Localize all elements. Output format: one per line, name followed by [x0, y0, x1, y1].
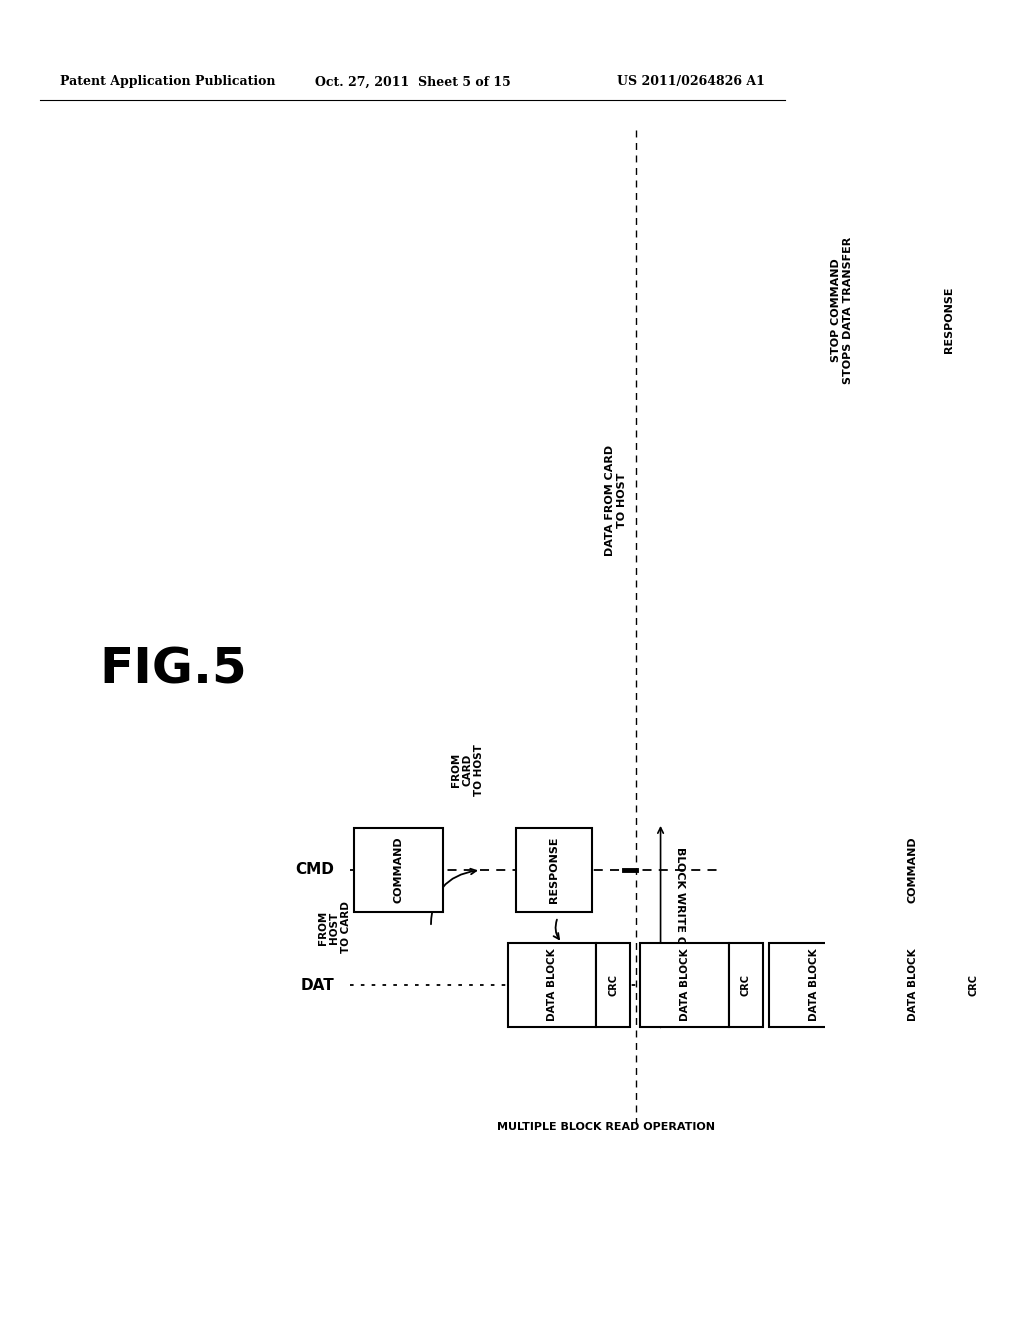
- Text: FROM
CARD
TO HOST: FROM CARD TO HOST: [451, 744, 483, 796]
- Text: MULTIPLE BLOCK READ OPERATION: MULTIPLE BLOCK READ OPERATION: [498, 1122, 715, 1133]
- Bar: [868, 828, 957, 912]
- Text: CRC: CRC: [969, 974, 979, 997]
- Text: Oct. 27, 2011  Sheet 5 of 15: Oct. 27, 2011 Sheet 5 of 15: [314, 75, 510, 88]
- Bar: [916, 201, 981, 440]
- Text: COMMAND: COMMAND: [907, 837, 918, 903]
- Text: DATA STOP OPERATION: DATA STOP OPERATION: [1022, 499, 1024, 644]
- Text: DATA BLOCK: DATA BLOCK: [809, 949, 818, 1022]
- Text: DATA BLOCK: DATA BLOCK: [680, 949, 690, 1022]
- Text: DAT: DAT: [301, 978, 334, 993]
- Text: FROM
HOST
TO CARD: FROM HOST TO CARD: [317, 902, 351, 953]
- Bar: [957, 942, 991, 1027]
- Bar: [508, 942, 596, 1027]
- Bar: [868, 942, 957, 1027]
- Text: RESPONSE: RESPONSE: [549, 837, 559, 903]
- Text: DATA FROM CARD
TO HOST: DATA FROM CARD TO HOST: [605, 445, 628, 556]
- Text: CRC: CRC: [741, 974, 751, 997]
- Text: US 2011/0264826 A1: US 2011/0264826 A1: [617, 75, 765, 88]
- Text: Patent Application Publication: Patent Application Publication: [60, 75, 275, 88]
- Text: DATA BLOCK: DATA BLOCK: [547, 949, 557, 1022]
- Text: COMMAND: COMMAND: [394, 837, 403, 903]
- Bar: [769, 942, 858, 1027]
- Text: CRC: CRC: [608, 974, 618, 997]
- Text: CMD: CMD: [296, 862, 334, 878]
- Bar: [640, 942, 729, 1027]
- Bar: [515, 828, 592, 912]
- Text: RESPONSE: RESPONSE: [944, 286, 954, 354]
- Text: STOP COMMAND
STOPS DATA TRANSFER: STOP COMMAND STOPS DATA TRANSFER: [830, 236, 853, 384]
- Bar: [354, 828, 443, 912]
- Bar: [729, 942, 763, 1027]
- Bar: [596, 942, 630, 1027]
- Text: FIG.5: FIG.5: [99, 645, 247, 694]
- Text: BLOCK WRITE OPERATION: BLOCK WRITE OPERATION: [675, 847, 685, 1007]
- Text: DATA BLOCK: DATA BLOCK: [907, 949, 918, 1022]
